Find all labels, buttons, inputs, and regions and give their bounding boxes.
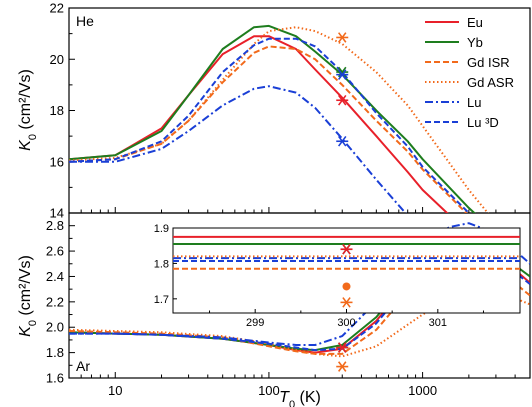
ar-series-gd-asr (69, 289, 530, 358)
he-series-eu (69, 35, 449, 213)
y-axis-title-bottom: K0 (cm²/Vs) (17, 255, 39, 337)
y-axis-title-top: K0 (cm²/Vs) (17, 69, 39, 151)
bottom-measurement-markers (336, 342, 349, 372)
x-tick-label: 1000 (408, 383, 437, 398)
y-axis-title-bottom-sub: 0 (27, 320, 39, 326)
star-marker (336, 69, 349, 80)
star-marker (336, 361, 349, 372)
legend-label: Yb (467, 35, 483, 50)
x-axis-title: T0 (K) (279, 389, 321, 407)
y-tick-label: 18 (50, 103, 64, 118)
inset-x-tick-label: 300 (337, 317, 355, 329)
legend-label: Lu ³D (467, 115, 499, 130)
y-tick-label: 2.8 (46, 218, 64, 233)
inset-frame (172, 227, 521, 314)
legend-label: Lu (467, 95, 481, 110)
star-marker (336, 94, 349, 106)
star-marker (336, 342, 349, 353)
he-series-lu (69, 85, 407, 213)
y-tick-label: 20 (50, 52, 64, 67)
panel-label-ar: Ar (76, 358, 90, 374)
dot-marker (342, 282, 351, 291)
x-axis-title-unit: (K) (295, 389, 321, 406)
x-axis-title-sub: 0 (289, 399, 295, 407)
legend-label: Gd ISR (467, 55, 510, 70)
top-measurement-markers (336, 32, 349, 147)
x-axis-title-main: T (279, 389, 290, 406)
inset-measurement-markers (340, 243, 353, 308)
he-series-gd-isr (69, 45, 468, 213)
top-axis-ticks: 14 16 18 20 22 (50, 1, 531, 221)
y-tick-label: 2.4 (46, 269, 64, 284)
inset-y-tick-label: 1.9 (154, 223, 169, 235)
y-tick-label: 2.2 (46, 294, 64, 309)
y-tick-label: 1.8 (46, 345, 64, 360)
y-tick-label: 14 (50, 206, 64, 221)
legend: Eu Yb Gd ISR Gd ASR Lu Lu ³D (425, 15, 514, 130)
y-tick-label: 1.6 (46, 371, 64, 386)
legend-label: Eu (467, 15, 483, 30)
inset-series-lines (173, 235, 520, 270)
inset-x-tick-label: 299 (246, 317, 264, 329)
inset-x-tick-label: 301 (429, 317, 447, 329)
x-tick-label: 10 (108, 383, 122, 398)
y-tick-label: 2.0 (46, 320, 64, 335)
y-axis-title-bottom-unit: (cm²/Vs) (17, 255, 34, 320)
inset-axis-ticks: 299 300 301 1.7 1.8 1.9 (154, 223, 484, 329)
y-axis-title-top-unit: (cm²/Vs) (17, 69, 34, 134)
he-series-yb (69, 24, 476, 213)
panel-label-he: He (76, 13, 94, 29)
y-axis-title-bottom-main: K (17, 325, 34, 337)
x-tick-label: 100 (258, 383, 280, 398)
bottom-axis-ticks: 10 100 1000 1.6 1.8 2.0 2.2 2.4 2.6 2.8 (46, 218, 531, 398)
inset-y-tick-label: 1.7 (154, 294, 169, 306)
y-axis-title-top-main: K (17, 139, 34, 151)
star-marker (340, 297, 353, 308)
star-marker (340, 243, 353, 255)
inset-y-tick-label: 1.8 (154, 258, 169, 270)
y-tick-label: 22 (50, 1, 64, 16)
legend-label: Gd ASR (467, 75, 514, 90)
he-series-lu-d (69, 37, 471, 213)
star-marker (336, 32, 349, 43)
star-marker (336, 135, 349, 147)
y-axis-title-top-sub: 0 (27, 134, 39, 140)
plot-frame-bottom (68, 212, 531, 379)
y-tick-label: 2.6 (46, 244, 64, 259)
y-tick-label: 16 (50, 154, 64, 169)
top-series-lines (69, 24, 490, 213)
